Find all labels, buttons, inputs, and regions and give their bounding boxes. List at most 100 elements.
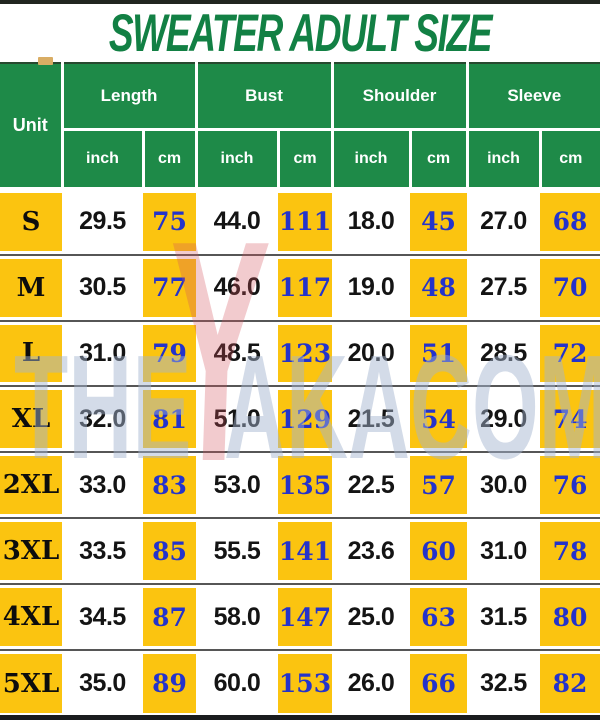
value-cell: 58.0 bbox=[196, 583, 278, 651]
value-cell: 63 bbox=[410, 583, 468, 651]
value-cell: 53.0 bbox=[196, 451, 278, 519]
value-cell: 83 bbox=[143, 451, 196, 519]
value-cell: 75 bbox=[143, 188, 196, 255]
value-cell: 32.0 bbox=[62, 385, 143, 453]
size-label: L bbox=[0, 319, 62, 387]
value-cell: 45 bbox=[410, 188, 468, 255]
value-cell: 78 bbox=[540, 517, 600, 585]
value-cell: 153 bbox=[278, 649, 332, 716]
value-cell: 28.5 bbox=[467, 319, 541, 387]
size-label: 5XL bbox=[0, 649, 62, 716]
col-group-shoulder: Shoulder bbox=[330, 63, 469, 132]
table-row: 4XL 34.5 87 58.0 147 25.0 63 31.5 80 bbox=[0, 583, 600, 651]
table-header-units: inch cm inch cm inch cm inch cm bbox=[0, 128, 600, 191]
value-cell: 82 bbox=[540, 649, 600, 716]
value-cell: 85 bbox=[143, 517, 196, 585]
value-cell: 141 bbox=[278, 517, 332, 585]
value-cell: 72 bbox=[540, 319, 600, 387]
value-cell: 31.5 bbox=[467, 583, 541, 651]
value-cell: 23.6 bbox=[332, 517, 410, 585]
value-cell: 48 bbox=[410, 253, 468, 321]
value-cell: 87 bbox=[143, 583, 196, 651]
subheader-cm: cm bbox=[538, 128, 600, 191]
size-label: 2XL bbox=[0, 451, 62, 519]
table-row: M 30.5 77 46.0 117 19.0 48 27.5 70 bbox=[0, 253, 600, 321]
value-cell: 77 bbox=[143, 253, 196, 321]
subheader-cm: cm bbox=[276, 128, 334, 191]
tan-mark bbox=[38, 57, 53, 65]
value-cell: 33.0 bbox=[62, 451, 143, 519]
subheader-inch: inch bbox=[465, 128, 542, 191]
value-cell: 117 bbox=[278, 253, 332, 321]
value-cell: 27.0 bbox=[467, 188, 541, 255]
size-label: 4XL bbox=[0, 583, 62, 651]
value-cell: 30.0 bbox=[467, 451, 541, 519]
value-cell: 55.5 bbox=[196, 517, 278, 585]
size-label: 3XL bbox=[0, 517, 62, 585]
page-title: SWEATER ADULT SIZE bbox=[108, 3, 493, 63]
value-cell: 20.0 bbox=[332, 319, 410, 387]
value-cell: 51.0 bbox=[196, 385, 278, 453]
value-cell: 29.0 bbox=[467, 385, 541, 453]
value-cell: 33.5 bbox=[62, 517, 143, 585]
size-label: M bbox=[0, 253, 62, 321]
subheader-inch: inch bbox=[60, 128, 145, 191]
table-row: L 31.0 79 48.5 123 20.0 51 28.5 72 bbox=[0, 319, 600, 387]
value-cell: 31.0 bbox=[62, 319, 143, 387]
table-row: 2XL 33.0 83 53.0 135 22.5 57 30.0 76 bbox=[0, 451, 600, 519]
subheader-inch: inch bbox=[330, 128, 412, 191]
value-cell: 18.0 bbox=[332, 188, 410, 255]
subheader-cm: cm bbox=[408, 128, 469, 191]
value-cell: 74 bbox=[540, 385, 600, 453]
value-cell: 46.0 bbox=[196, 253, 278, 321]
value-cell: 60 bbox=[410, 517, 468, 585]
value-cell: 68 bbox=[540, 188, 600, 255]
col-group-sleeve: Sleeve bbox=[465, 63, 600, 132]
value-cell: 57 bbox=[410, 451, 468, 519]
value-cell: 25.0 bbox=[332, 583, 410, 651]
subheader-cm: cm bbox=[141, 128, 198, 191]
size-label: XL bbox=[0, 385, 62, 453]
value-cell: 48.5 bbox=[196, 319, 278, 387]
value-cell: 30.5 bbox=[62, 253, 143, 321]
value-cell: 35.0 bbox=[62, 649, 143, 716]
value-cell: 19.0 bbox=[332, 253, 410, 321]
table-header-groups: Unit Length Bust Shoulder Sleeve bbox=[0, 63, 600, 191]
bottom-border-strip bbox=[0, 715, 600, 720]
unit-header: Unit bbox=[0, 63, 64, 191]
value-cell: 26.0 bbox=[332, 649, 410, 716]
value-cell: 54 bbox=[410, 385, 468, 453]
table-row: S 29.5 75 44.0 111 18.0 45 27.0 68 bbox=[0, 188, 600, 255]
col-group-length: Length bbox=[60, 63, 198, 132]
value-cell: 21.5 bbox=[332, 385, 410, 453]
value-cell: 147 bbox=[278, 583, 332, 651]
value-cell: 89 bbox=[143, 649, 196, 716]
size-table: Unit Length Bust Shoulder Sleeve inch cm… bbox=[0, 62, 600, 716]
value-cell: 70 bbox=[540, 253, 600, 321]
value-cell: 60.0 bbox=[196, 649, 278, 716]
value-cell: 129 bbox=[278, 385, 332, 453]
value-cell: 66 bbox=[410, 649, 468, 716]
value-cell: 81 bbox=[143, 385, 196, 453]
top-border-strip bbox=[0, 0, 600, 4]
size-label: S bbox=[0, 188, 62, 255]
value-cell: 123 bbox=[278, 319, 332, 387]
value-cell: 51 bbox=[410, 319, 468, 387]
table-row: 5XL 35.0 89 60.0 153 26.0 66 32.5 82 bbox=[0, 649, 600, 716]
value-cell: 32.5 bbox=[467, 649, 541, 716]
col-group-bust: Bust bbox=[194, 63, 334, 132]
value-cell: 22.5 bbox=[332, 451, 410, 519]
value-cell: 76 bbox=[540, 451, 600, 519]
value-cell: 135 bbox=[278, 451, 332, 519]
title-area: SWEATER ADULT SIZE bbox=[0, 3, 600, 63]
value-cell: 44.0 bbox=[196, 188, 278, 255]
value-cell: 111 bbox=[278, 188, 332, 255]
value-cell: 80 bbox=[540, 583, 600, 651]
table-row: XL 32.0 81 51.0 129 21.5 54 29.0 74 bbox=[0, 385, 600, 453]
value-cell: 79 bbox=[143, 319, 196, 387]
value-cell: 31.0 bbox=[467, 517, 541, 585]
subheader-inch: inch bbox=[194, 128, 280, 191]
value-cell: 27.5 bbox=[467, 253, 541, 321]
table-row: 3XL 33.5 85 55.5 141 23.6 60 31.0 78 bbox=[0, 517, 600, 585]
